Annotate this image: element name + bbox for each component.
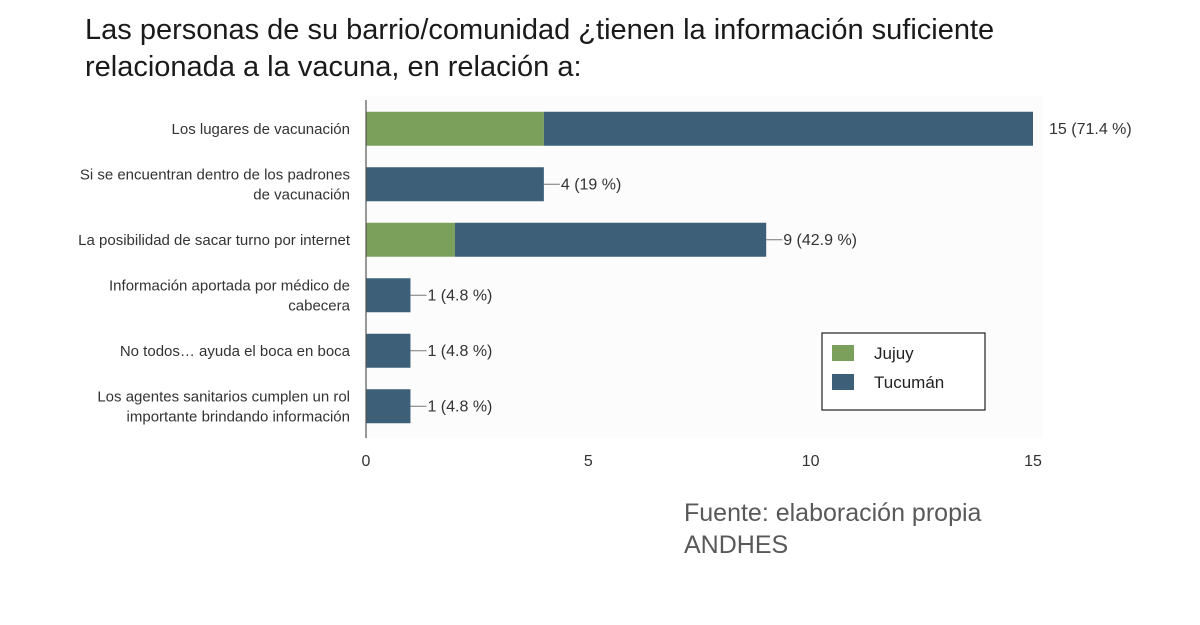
category-label: No todos… ayuda el boca en boca [120,343,351,360]
data-label: 9 (42.9 %) [783,232,857,249]
category-label: Si se encuentran dentro de los padrones [80,166,350,183]
page-title: Las personas de su barrio/comunidad ¿tie… [85,12,1085,86]
data-label: 4 (19 %) [561,176,621,193]
x-tick-label: 15 [1024,453,1042,470]
title-line-2: relacionada a la vacuna, en relación a: [85,51,582,83]
bar-jujuy [366,111,544,146]
legend-swatch-jujuy [832,345,854,361]
data-label: 1 (4.8 %) [427,398,492,415]
category-label: Los lugares de vacunación [172,121,350,138]
source-line-2: ANDHES [684,531,789,559]
legend-label: Jujuy [874,344,914,363]
bar-tucuman [366,333,411,368]
category-label: importante brindando información [127,408,350,425]
x-tick-label: 0 [362,453,371,470]
category-label: de vacunación [253,186,350,203]
bar-tucuman [366,389,411,424]
legend-label: Tucumán [874,373,944,392]
title-line-1: Las personas de su barrio/comunidad ¿tie… [85,14,995,46]
category-label: Información aportada por médico de [109,277,350,294]
bar-tucuman [366,167,544,202]
source-note: Fuente: elaboración propia ANDHES [684,497,1104,561]
bar-tucuman [454,222,767,257]
bar-tucuman [543,111,1033,146]
legend-swatch-tucuman [832,374,854,390]
source-line-1: Fuente: elaboración propia [684,499,982,527]
x-tick-label: 10 [802,453,820,470]
data-label: 1 (4.8 %) [427,287,492,304]
x-tick-label: 5 [584,453,593,470]
data-label: 15 (71.4 %) [1049,121,1132,138]
bar-jujuy [366,222,455,257]
data-label: 1 (4.8 %) [427,343,492,360]
bar-tucuman [366,278,411,313]
category-label: La posibilidad de sacar turno por intern… [78,232,351,249]
category-label: Los agentes sanitarios cumplen un rol [97,388,350,405]
category-label: cabecera [288,297,350,314]
